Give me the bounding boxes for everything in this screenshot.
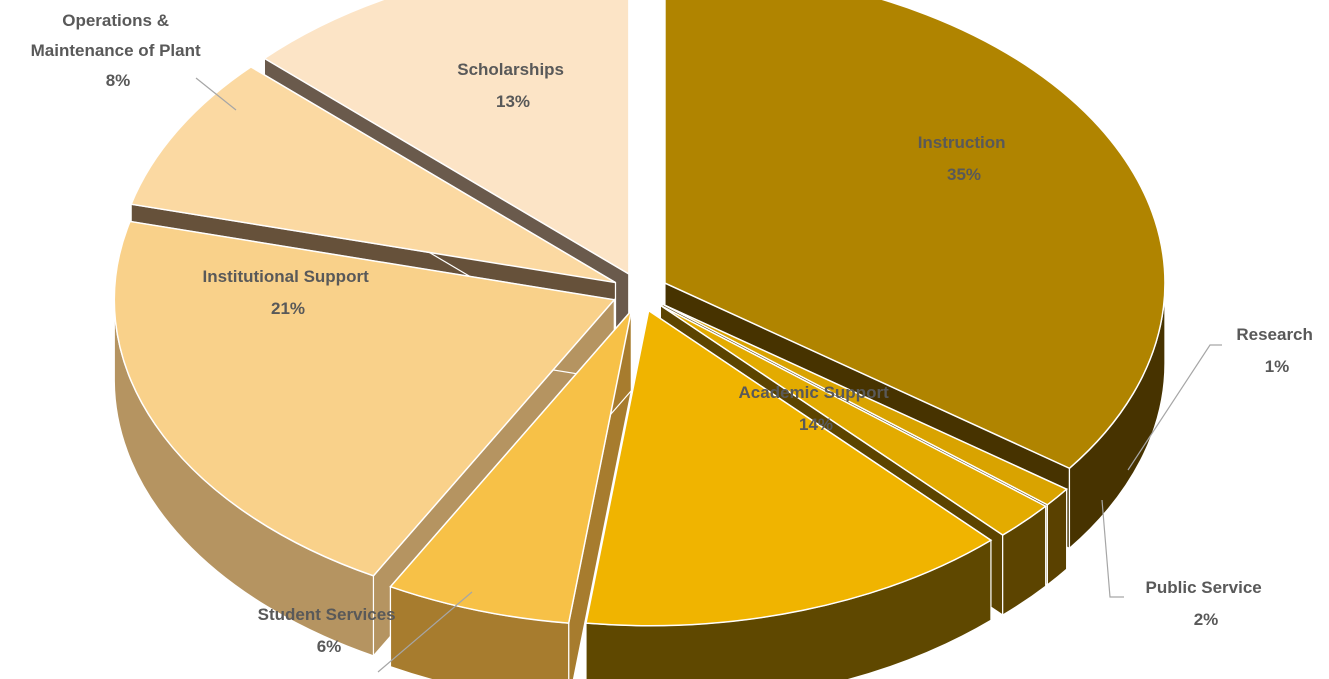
label-institutional-support: Institutional Support 21% (203, 267, 374, 318)
slice-top-institutional-support (113, 220, 616, 577)
slice-top-academic-support (585, 309, 993, 627)
pie-slices (113, 0, 1166, 679)
slice-top-research (661, 303, 1069, 506)
slice-top-instruction (664, 0, 1166, 470)
label-scholarships: Scholarships 13% (457, 60, 569, 111)
leader-student-services (377, 591, 473, 673)
data-labels: Instruction 35% Research 1% Public Servi… (31, 11, 1317, 656)
label-operations-maintenance: Operations & Maintenance of Plant 8% (31, 11, 206, 90)
slice-top-public-service (659, 304, 1048, 536)
label-public-service: Public Service 2% (1146, 578, 1267, 629)
leader-lines (195, 77, 1222, 673)
leader-research (1127, 344, 1222, 471)
slice-top-scholarships (262, 0, 630, 276)
label-instruction: Instruction 35% (918, 133, 1011, 184)
label-academic-support: Academic Support 14% (739, 383, 894, 434)
slice-student-services (389, 308, 633, 679)
slice-top-student-services (389, 308, 633, 624)
slice-academic-support (585, 309, 993, 679)
leader-public-service (1101, 499, 1124, 598)
leader-operations-and-maintenance-of-plant (195, 77, 237, 111)
label-student-services: Student Services 6% (258, 605, 401, 656)
slice-top-operations-and-maintenance-of-plant (130, 66, 616, 284)
label-research: Research 1% (1236, 325, 1317, 376)
